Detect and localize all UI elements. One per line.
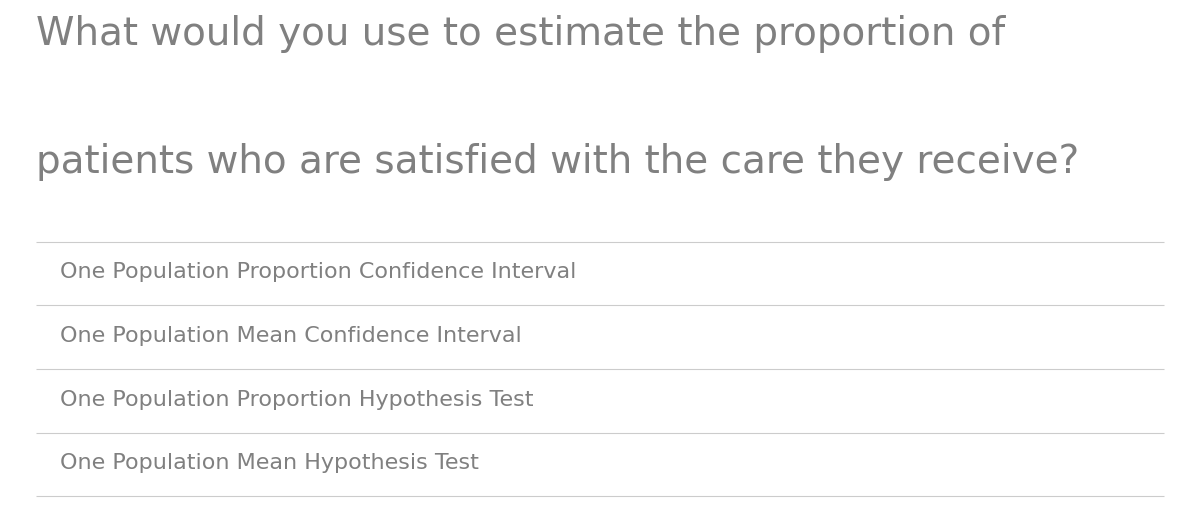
Text: One Population Proportion Confidence Interval: One Population Proportion Confidence Int…: [60, 262, 576, 282]
Text: patients who are satisfied with the care they receive?: patients who are satisfied with the care…: [36, 143, 1079, 181]
Text: What would you use to estimate the proportion of: What would you use to estimate the propo…: [36, 15, 1006, 53]
Text: One Population Mean Confidence Interval: One Population Mean Confidence Interval: [60, 326, 522, 346]
Text: One Population Proportion Hypothesis Test: One Population Proportion Hypothesis Tes…: [60, 389, 534, 410]
Text: One Population Mean Hypothesis Test: One Population Mean Hypothesis Test: [60, 453, 479, 473]
